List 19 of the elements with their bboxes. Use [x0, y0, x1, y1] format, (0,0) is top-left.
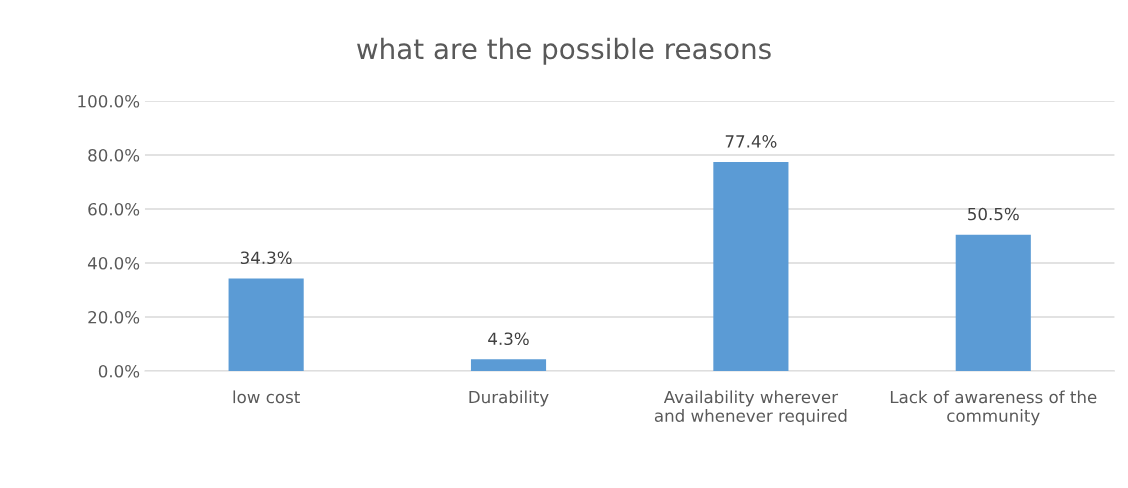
data-label: 77.4% [725, 135, 777, 148]
data-label: 34.3% [240, 251, 292, 265]
bar [470, 359, 547, 371]
y-tick-label: 20.0% [88, 310, 140, 324]
y-tick-label: 60.0% [88, 202, 140, 216]
x-tick-label: Availability wherever and whenever required [654, 390, 847, 426]
x-tick-label: Lack of awareness of the community [890, 390, 1097, 426]
y-tick-label: 40.0% [87, 256, 140, 270]
x-tick-label: low cost [233, 390, 300, 404]
y-tick-label: 80.0% [88, 148, 140, 162]
y-tick-label: 100.0% [78, 94, 140, 108]
bar [713, 162, 789, 371]
bar [228, 278, 304, 371]
data-label: 4.3% [488, 332, 529, 346]
data-label: 50.5% [968, 207, 1019, 221]
chart-title: what are the possible reasons [357, 37, 771, 65]
bar [955, 234, 1031, 371]
y-tick-label: 0.0% [98, 364, 140, 378]
x-tick-label: Durability [469, 390, 549, 407]
